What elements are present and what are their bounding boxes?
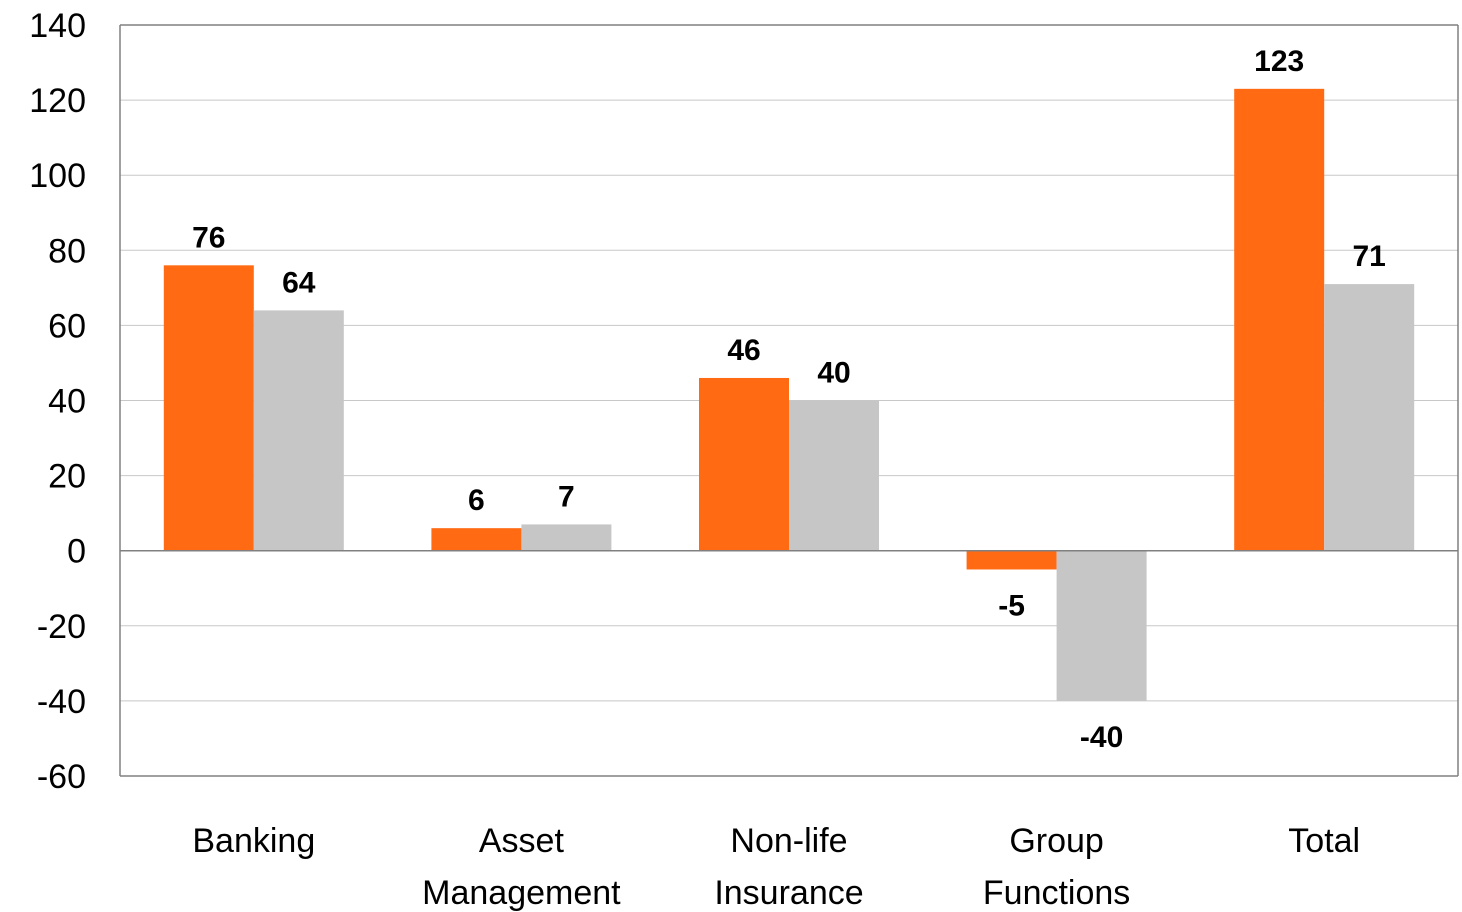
bar [431, 528, 522, 551]
y-tick-label: 60 [48, 307, 86, 345]
y-tick-labels: -60 -40 -20 0 20 40 60 80 100 120 140 [29, 7, 86, 796]
y-tick-label: -60 [37, 758, 86, 796]
y-tick-label: 0 [67, 533, 86, 571]
data-label: -5 [998, 589, 1025, 622]
y-tick-label: 40 [48, 383, 86, 421]
x-category-label: Functions [983, 874, 1130, 912]
x-category-label: Asset [479, 822, 565, 860]
x-category-labels: Banking Asset Management Non-life Insurance G… [192, 822, 1360, 912]
axes [119, 24, 1459, 777]
x-category-label: Insurance [714, 874, 863, 912]
x-category-label: Total [1288, 822, 1360, 860]
y-tick-label: 120 [29, 82, 86, 120]
bar [253, 310, 344, 551]
data-label: -40 [1080, 721, 1123, 754]
data-label: 76 [192, 221, 225, 254]
data-label: 71 [1353, 240, 1386, 273]
bar [966, 550, 1057, 570]
x-category-label: Management [422, 874, 621, 912]
x-category-label: Banking [192, 822, 315, 860]
bar [699, 377, 789, 551]
bar [521, 524, 612, 551]
data-label: 123 [1254, 45, 1304, 78]
x-category-label: Non-life [730, 822, 847, 860]
x-category-label: Group [1009, 822, 1104, 860]
bar [1056, 550, 1147, 701]
data-label: 7 [558, 480, 575, 513]
data-labels: 76 64 6 7 46 40 -5 -40 123 71 [192, 45, 1386, 754]
y-tick-label: 20 [48, 458, 86, 496]
bar [789, 400, 879, 551]
bar [163, 265, 254, 551]
bar [1324, 284, 1415, 551]
data-label: 40 [817, 357, 850, 390]
bar [1234, 88, 1325, 551]
y-tick-label: 80 [48, 232, 86, 270]
y-tick-label: 140 [29, 7, 86, 45]
y-tick-label: 100 [29, 157, 86, 195]
y-tick-label: -40 [37, 683, 86, 721]
bars [163, 88, 1415, 701]
data-label: 46 [727, 334, 760, 367]
data-label: 64 [282, 266, 316, 299]
y-tick-label: -20 [37, 608, 86, 646]
data-label: 6 [468, 484, 485, 517]
